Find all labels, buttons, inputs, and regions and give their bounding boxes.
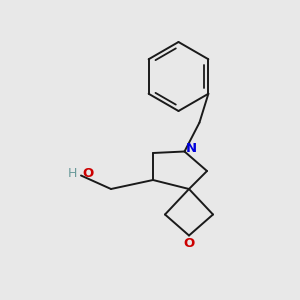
Text: H: H xyxy=(68,167,77,180)
Text: N: N xyxy=(185,142,197,155)
Text: O: O xyxy=(82,167,93,180)
Text: O: O xyxy=(183,237,195,250)
